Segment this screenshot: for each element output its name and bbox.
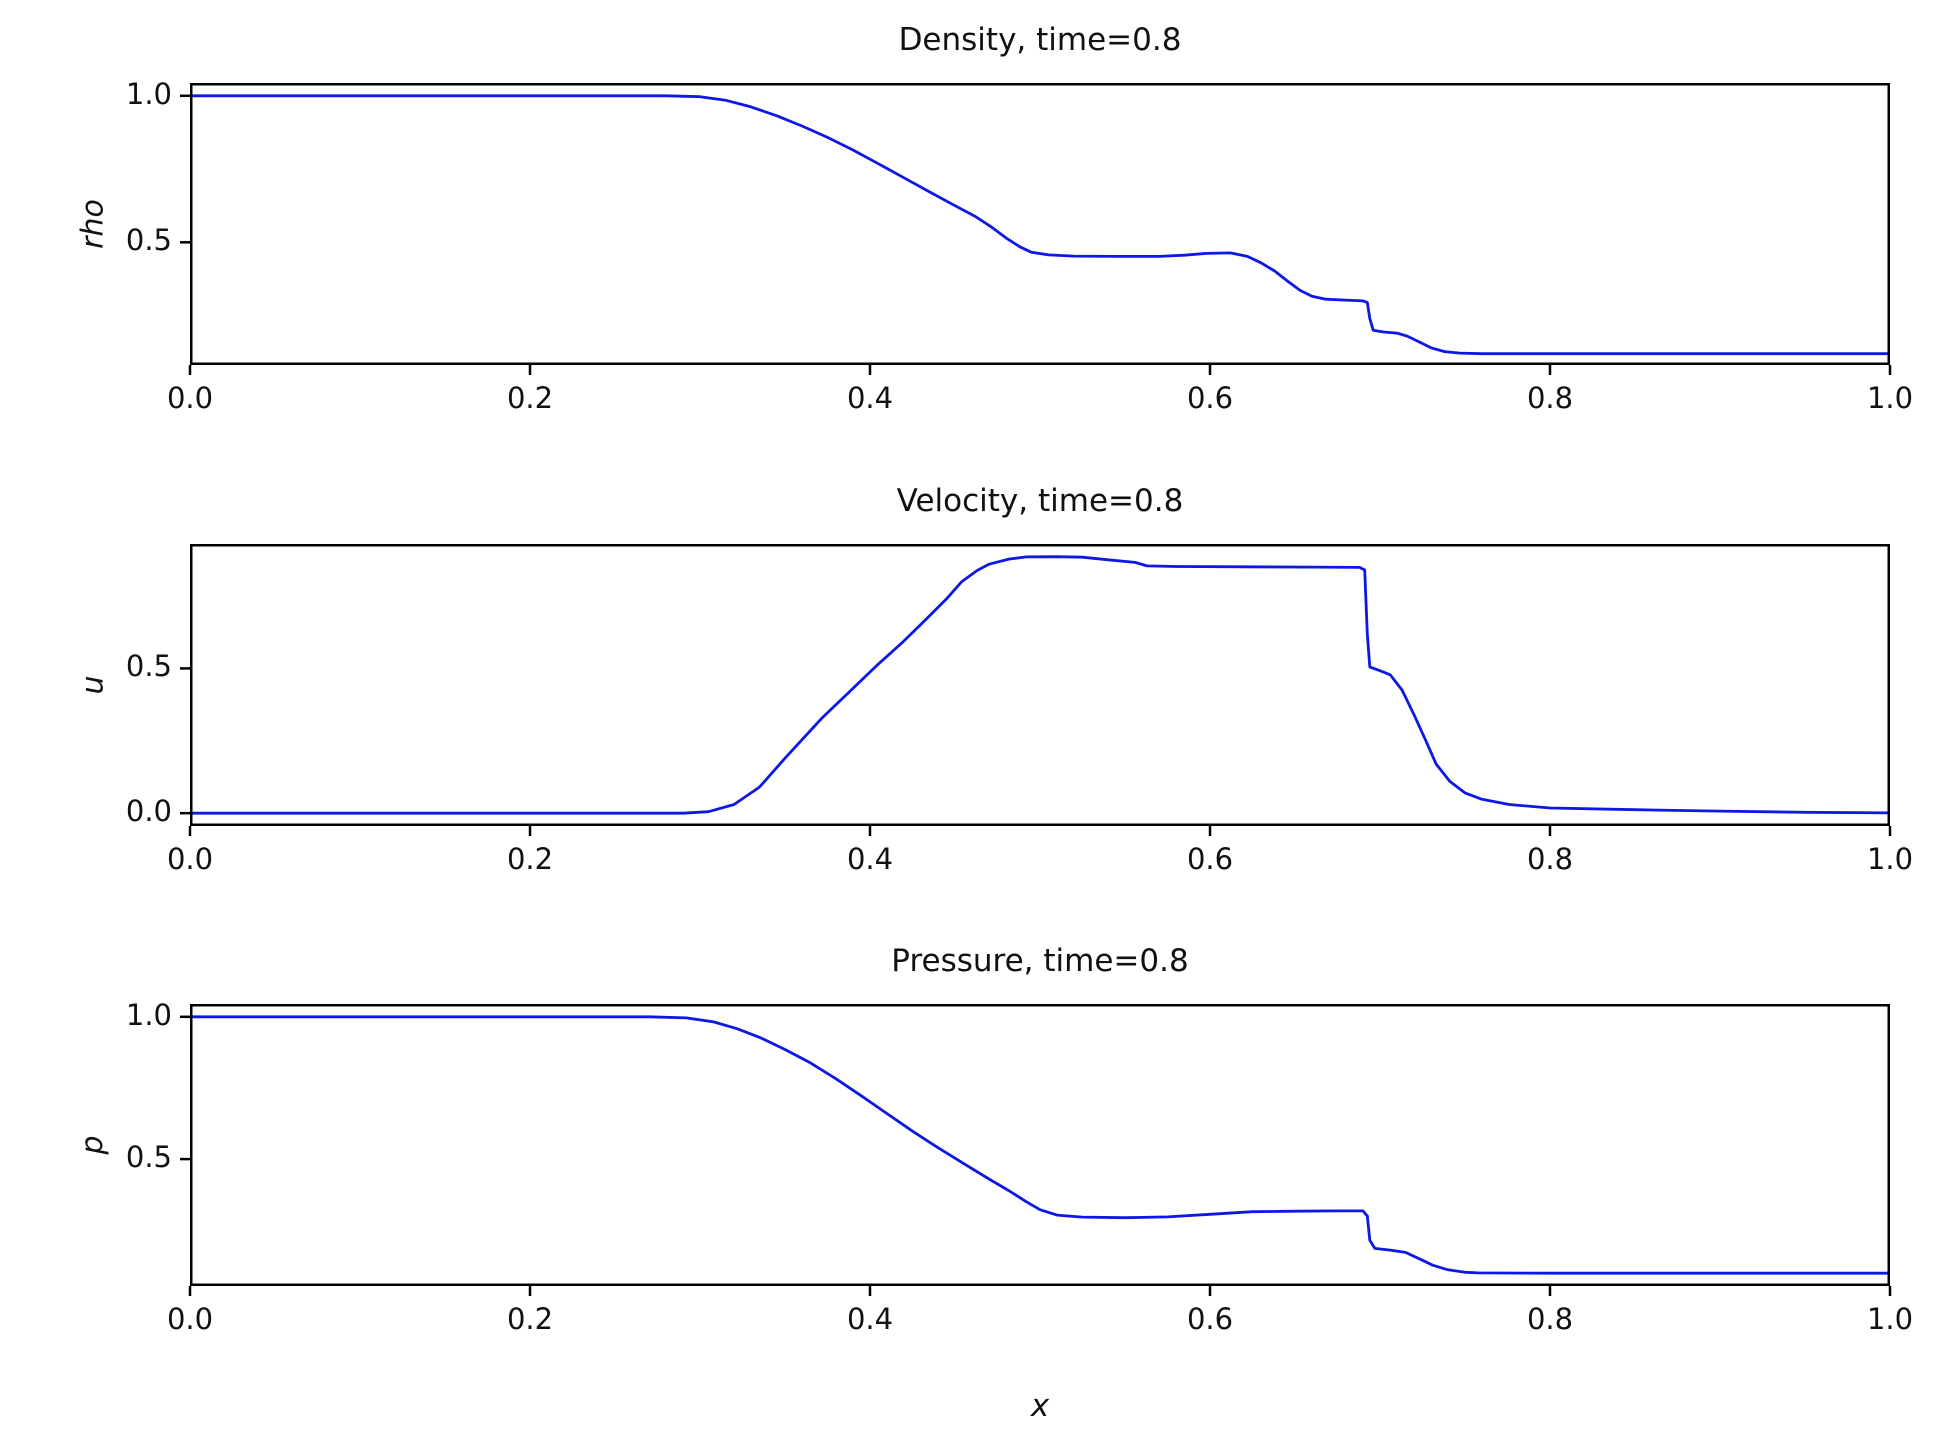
y-tick-label: 1.0 [125,997,172,1032]
x-tick-label: 0.2 [506,1302,554,1336]
x-tick-label: 0.4 [846,842,894,876]
y-tick-label: 0.5 [125,649,172,684]
x-tick-label: 0.0 [166,842,214,876]
x-tick-label: 0.8 [1526,1302,1574,1336]
x-tick-label: 0.8 [1526,381,1574,415]
x-tick-label: 0.2 [506,842,554,876]
rho-curve [190,94,1890,356]
y-tick-label: 0.5 [125,223,172,258]
x-tick-label: 0.8 [1526,842,1574,876]
x-tick-label: 1.0 [1866,1302,1914,1336]
axes-frame [190,544,1890,826]
x-tick-label: 1.0 [1866,842,1914,876]
velocity-plot-area [180,544,1892,836]
x-tick-label: 0.2 [506,381,554,415]
y-tick-label: 0.0 [125,794,172,829]
axes-frame [190,83,1890,365]
density-panel-title: Density, time=0.8 [898,22,1182,58]
x-tick-label: 0.6 [1186,381,1234,415]
velocity-panel-title: Velocity, time=0.8 [896,483,1184,519]
y-tick-label: 1.0 [125,76,172,111]
x-tick-label: 0.6 [1186,842,1234,876]
x-tick-label: 0.0 [166,1302,214,1336]
x-axis-label: x [1030,1388,1050,1424]
pressure-panel-title: Pressure, time=0.8 [891,943,1189,979]
u-curve [190,555,1891,815]
x-tick-label: 0.6 [1186,1302,1234,1336]
x-tick-label: 0.0 [166,381,214,415]
x-tick-label: 0.4 [846,381,894,415]
y-tick-label: 0.5 [125,1140,172,1175]
p-curve [190,1015,1890,1275]
pressure-plot-area [180,1004,1892,1296]
x-tick-label: 0.4 [846,1302,894,1336]
axes-frame [190,1004,1890,1286]
x-tick-label: 1.0 [1866,381,1914,415]
density-plot-area [180,83,1892,375]
